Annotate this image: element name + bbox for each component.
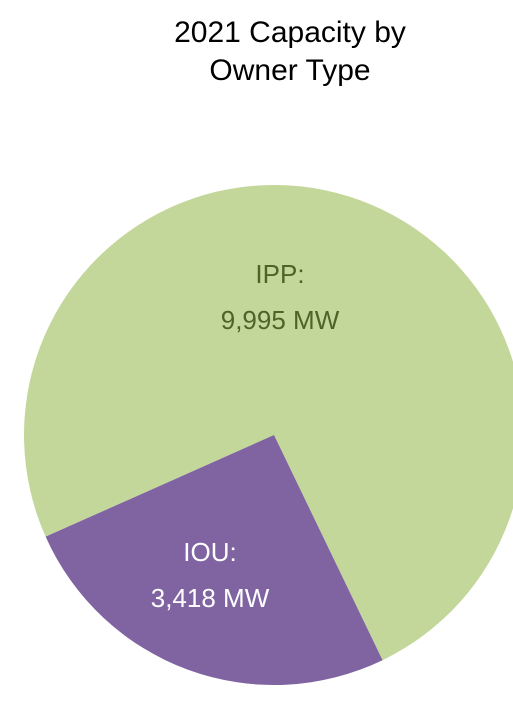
chart-title: 2021 Capacity by Owner Type: [174, 16, 406, 87]
pie-slice: [45, 435, 383, 686]
slice-value-label: 9,995 MW: [221, 305, 340, 335]
slice-category-label: IOU:: [183, 537, 236, 567]
slice-category-label: IPP:: [255, 259, 304, 289]
slice-value-label: 3,418 MW: [151, 583, 270, 613]
pie-slice: [24, 185, 513, 661]
